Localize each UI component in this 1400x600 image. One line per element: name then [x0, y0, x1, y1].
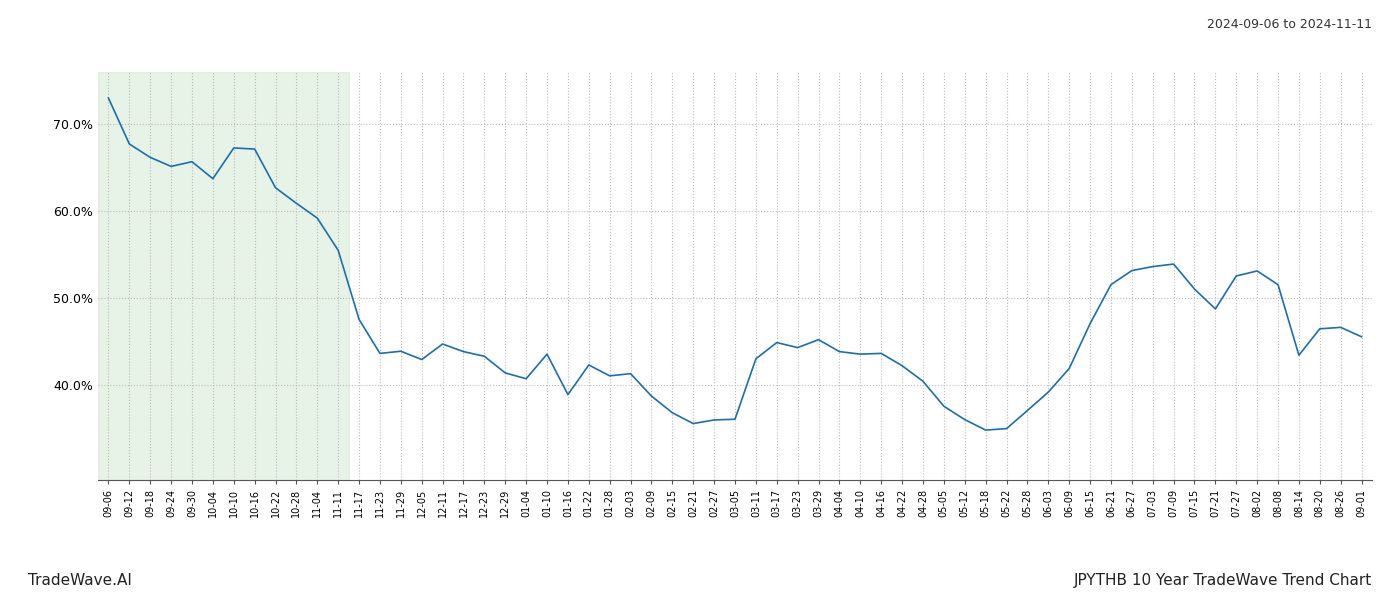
Bar — [98, 72, 349, 480]
Text: JPYTHB 10 Year TradeWave Trend Chart: JPYTHB 10 Year TradeWave Trend Chart — [1074, 573, 1372, 588]
Text: 2024-09-06 to 2024-11-11: 2024-09-06 to 2024-11-11 — [1207, 18, 1372, 31]
Text: TradeWave.AI: TradeWave.AI — [28, 573, 132, 588]
